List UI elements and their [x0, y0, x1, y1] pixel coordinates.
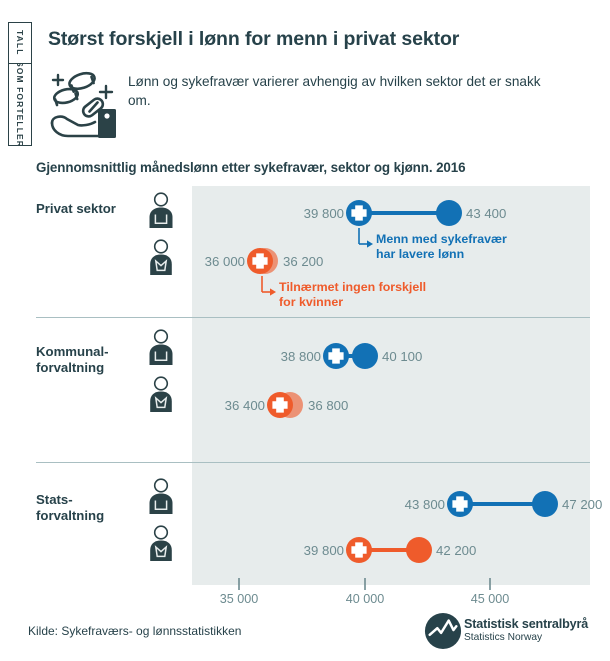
sector-label-kommunal-line2: forvaltning	[36, 359, 105, 375]
annotation-menn-line2: har lavere lønn	[376, 247, 465, 261]
brand-badge: TALL SOM FORTELLER	[8, 22, 32, 146]
x-tick-label-35000: 35 000	[219, 592, 259, 606]
ssb-logo-subtitle: Statistics Norway	[464, 632, 543, 643]
brand-badge-line1: TALL	[15, 30, 25, 56]
marker-stats-kvinner-uten-sykefravaer[interactable]	[406, 537, 432, 563]
chart-subtitle: Gjennomsnittlig månedslønn etter sykefra…	[36, 160, 466, 175]
sector-label-stats-line2: forvaltning	[36, 507, 105, 523]
brand-badge-top: TALL	[9, 23, 31, 64]
annotation-leader-kvinner	[261, 276, 276, 296]
ssb-logo-mark	[424, 612, 590, 650]
brand-badge-line2: SOM FORTELLER	[15, 64, 25, 145]
sector-label-kommunal-line1: Kommunal-	[36, 344, 109, 359]
annotation-menn: Menn med sykefravær har lavere lønn	[376, 232, 507, 262]
x-tick-label-40000: 40 000	[345, 592, 385, 606]
value-privat-menn-med: 39 800	[303, 206, 344, 221]
marker-privat-menn-med-sykefravaer[interactable]	[346, 200, 372, 226]
lead-text: Lønn og sykefravær varierer avhengig av …	[128, 74, 541, 108]
sector-label-privat: Privat sektor	[36, 201, 116, 216]
value-stats-kvinner-uten: 42 200	[436, 543, 477, 558]
value-privat-menn-uten: 43 400	[466, 206, 507, 221]
group-separator-1	[36, 317, 590, 318]
sector-label-stats-line1: Stats-	[36, 492, 73, 507]
source-note: Kilde: Sykefraværs- og lønnsstatistikken	[28, 624, 242, 638]
x-axis-ticks	[238, 578, 491, 590]
marker-stats-kvinner-med-sykefravaer[interactable]	[346, 537, 372, 563]
value-privat-kvinner-uten: 36 200	[283, 254, 324, 269]
marker-stats-menn-uten-sykefravaer[interactable]	[532, 491, 558, 517]
annotation-leader-menn	[358, 228, 373, 248]
annotation-kvinner-line1: Tilnærmet ingen forskjell	[279, 280, 427, 294]
value-privat-kvinner-med: 36 000	[204, 254, 245, 269]
value-stats-kvinner-med: 39 800	[303, 543, 344, 558]
brand-badge-bottom: SOM FORTELLER	[9, 64, 31, 145]
marker-stats-menn-med-sykefravaer[interactable]	[447, 491, 473, 517]
annotation-menn-line1: Menn med sykefravær	[376, 232, 507, 246]
page-title: Størst forskjell i lønn for menn i priva…	[48, 28, 460, 50]
value-stats-menn-uten: 47 200	[562, 497, 603, 512]
sector-label-stats: Stats- forvaltning	[36, 492, 186, 523]
sector-label-kommunal: Kommunal- forvaltning	[36, 344, 186, 375]
annotation-kvinner: Tilnærmet ingen forskjell for kvinner	[279, 280, 426, 310]
group-separator-2	[36, 462, 590, 463]
ssb-logo-name: Statistisk sentralbyrå	[464, 617, 589, 631]
marker-privat-menn-uten-sykefravaer[interactable]	[436, 200, 462, 226]
marker-kommunal-kvinner-med-sykefravaer[interactable]	[267, 392, 293, 418]
value-kommunal-menn-uten: 40 100	[382, 349, 423, 364]
marker-kommunal-menn-uten-sykefravaer[interactable]	[352, 343, 378, 369]
marker-kommunal-menn-med-sykefravaer[interactable]	[323, 343, 349, 369]
x-tick-label-45000: 45 000	[470, 592, 510, 606]
value-kommunal-kvinner-uten: 36 800	[308, 398, 349, 413]
hand-with-pills-icon	[46, 64, 130, 144]
annotation-kvinner-line2: for kvinner	[279, 295, 344, 309]
marker-privat-kvinner-med-sykefravaer[interactable]	[247, 248, 273, 274]
value-kommunal-menn-med: 38 800	[280, 349, 321, 364]
value-kommunal-kvinner-med: 36 400	[224, 398, 265, 413]
value-stats-menn-med: 43 800	[404, 497, 445, 512]
